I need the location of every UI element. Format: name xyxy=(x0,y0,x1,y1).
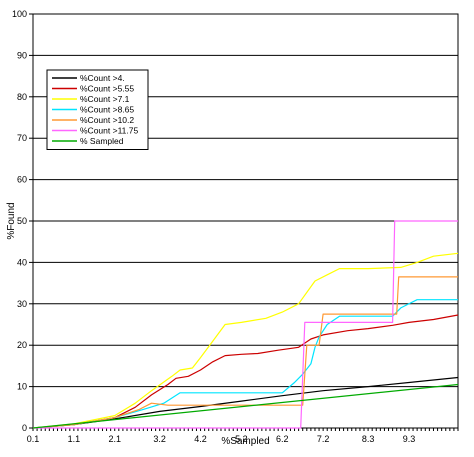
y-tick-label: 20 xyxy=(17,340,27,350)
y-tick-label: 80 xyxy=(17,92,27,102)
x-tick-label: 0.1 xyxy=(27,434,40,444)
y-tick-label: 0 xyxy=(22,423,27,433)
y-tick-label: 70 xyxy=(17,133,27,143)
y-tick-label: 60 xyxy=(17,175,27,185)
legend-label: %Count >11.75 xyxy=(80,126,138,136)
y-tick-label: 50 xyxy=(17,216,27,226)
y-tick-label: 90 xyxy=(17,50,27,60)
legend-label: %Count >7.1 xyxy=(80,94,130,104)
series-line-3 xyxy=(32,299,458,429)
x-tick-label: 6.2 xyxy=(276,434,289,444)
legend-box xyxy=(46,69,149,150)
x-axis-title: %Sampled xyxy=(221,436,269,447)
legend-label: %Count >8.65 xyxy=(80,105,134,115)
series-line-5 xyxy=(33,220,458,429)
legend: %Count >4.%Count >5.55%Count >7.1%Count … xyxy=(46,69,149,150)
y-axis-title: %Found xyxy=(6,202,17,239)
series-line-2 xyxy=(32,252,459,429)
x-tick-label: 4.2 xyxy=(194,434,207,444)
legend-label: % Sampled xyxy=(80,136,124,146)
x-tick-label: 3.2 xyxy=(153,434,166,444)
series-line-1 xyxy=(32,314,459,429)
legend-label: %Count >10.2 xyxy=(80,115,134,125)
y-tick-label: 40 xyxy=(17,257,27,267)
y-tick-label: 10 xyxy=(17,382,27,392)
series-line-4 xyxy=(32,276,458,429)
x-tick-label: 9.3 xyxy=(403,434,416,444)
legend-label: %Count >4. xyxy=(80,73,125,83)
y-axis: 0 10 20 30 40 50 60 70 80 90 100 xyxy=(12,9,33,433)
legend-label: %Count >5.55 xyxy=(80,84,134,94)
series-lines xyxy=(32,220,459,429)
x-tick-label: 5.2 xyxy=(235,434,248,444)
x-tick-label: 1.1 xyxy=(68,434,81,444)
y-tick-label: 100 xyxy=(12,9,27,19)
x-axis: 0.1 1.1 2.1 3.2 4.2 5.2 6.2 7.2 8.3 9.3 xyxy=(27,428,459,444)
series-line-6 xyxy=(32,383,459,429)
x-tick-label: 7.2 xyxy=(317,434,330,444)
y-tick-label: 30 xyxy=(17,299,27,309)
x-tick-label: 2.1 xyxy=(108,434,121,444)
x-tick-label: 8.3 xyxy=(362,434,375,444)
